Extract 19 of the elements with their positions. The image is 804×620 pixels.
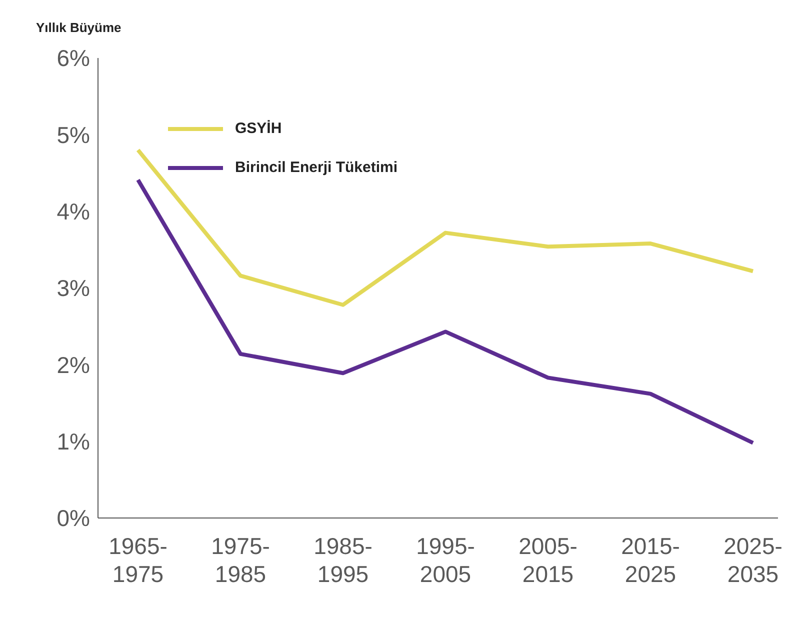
y-axis-title: Yıllık Büyüme — [36, 20, 122, 35]
y-tick-label: 4% — [56, 198, 90, 224]
line-series — [136, 148, 755, 307]
x-tick-label: 2015-2025 — [621, 533, 680, 587]
x-tick-label: 1975-1985 — [211, 533, 270, 587]
y-tick-label: 5% — [56, 122, 90, 148]
x-tick-label: 2005-2015 — [518, 533, 578, 587]
legend-label: Birincil Enerji Tüketimi — [235, 159, 398, 176]
y-tick-label: 6% — [56, 45, 90, 72]
x-tick-label: 1965-1975 — [108, 533, 168, 587]
y-tick-label: 2% — [56, 352, 90, 378]
legend-label: GSYİH — [235, 120, 282, 137]
line-series — [136, 178, 755, 445]
y-tick-label: 0% — [56, 505, 90, 532]
x-tick-label: 1995-2005 — [416, 533, 475, 587]
y-tick-label: 1% — [56, 428, 90, 454]
y-tick-label: 3% — [56, 275, 90, 302]
x-tick-label: 2025-2035 — [724, 533, 782, 587]
x-tick-label: 1985-1995 — [314, 533, 372, 587]
